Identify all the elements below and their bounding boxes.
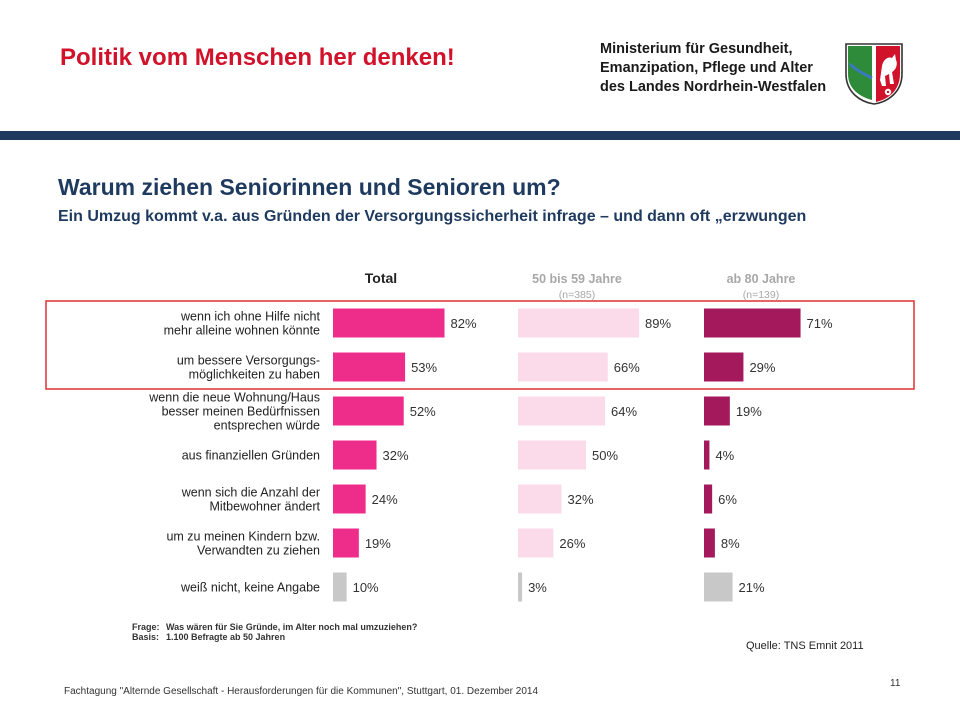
bar-s0-r1 <box>333 352 406 382</box>
bar-s0-r4 <box>333 484 366 514</box>
value-label-s2-r2: 19% <box>736 404 762 419</box>
bar-s2-r6 <box>704 572 733 602</box>
source-note: Quelle: TNS Emnit 2011 <box>746 640 864 652</box>
series-header-0: Total <box>365 270 397 286</box>
bar-s1-r0 <box>518 308 640 338</box>
event-footer: Fachtagung "Alternde Gesellschaft - Hera… <box>64 686 539 697</box>
note-label-1: Basis: <box>132 632 159 642</box>
bar-s0-r5 <box>333 528 359 558</box>
value-label-s0-r6: 10% <box>353 580 379 595</box>
bar-s0-r0 <box>333 308 445 338</box>
bar-s1-r3 <box>518 440 586 470</box>
category-label-1: um bessere Versorgungs-möglichkeiten zu … <box>177 354 320 382</box>
bar-s2-r5 <box>704 528 715 558</box>
category-label-6: weiß nicht, keine Angabe <box>180 581 320 595</box>
bar-s2-r2 <box>704 396 730 426</box>
value-label-s0-r3: 32% <box>383 448 409 463</box>
value-label-s1-r4: 32% <box>568 492 594 507</box>
value-label-s2-r0: 71% <box>807 316 833 331</box>
value-label-s1-r3: 50% <box>592 448 618 463</box>
value-label-s1-r2: 64% <box>611 404 637 419</box>
ministry-line-1: Ministerium für Gesundheit, <box>600 41 793 57</box>
category-label-0: wenn ich ohne Hilfe nicht mehr alleine wo… <box>164 310 321 338</box>
value-label-s2-r1: 29% <box>749 360 775 375</box>
value-label-s1-r6: 3% <box>528 580 547 595</box>
slogan: Politik vom Menschen her denken! <box>60 44 455 71</box>
value-label-s2-r5: 8% <box>721 536 740 551</box>
nrw-coat-of-arms-icon <box>845 43 903 105</box>
category-label-3: aus finanziellen Gründen <box>182 449 320 463</box>
value-label-s2-r3: 4% <box>715 448 734 463</box>
series-header-2: ab 80 Jahre <box>727 272 796 286</box>
ministry-name: Ministerium für Gesundheit, Emanzipation… <box>600 40 826 97</box>
value-label-s2-r4: 6% <box>718 492 737 507</box>
category-label-4: wenn sich die Anzahl der Mitbewohner ände… <box>181 486 321 514</box>
page-number: 11 <box>890 678 901 689</box>
ministry-line-2: Emanzipation, Pflege und Alter <box>600 60 813 76</box>
series-sample-2: (n=139) <box>743 289 779 301</box>
value-label-s1-r5: 26% <box>559 536 585 551</box>
ministry-line-3: des Landes Nordrhein-Westfalen <box>600 79 827 95</box>
bar-s0-r2 <box>333 396 404 426</box>
bar-s1-r1 <box>518 352 608 382</box>
bar-s1-r4 <box>518 484 562 514</box>
bar-s2-r1 <box>704 352 744 382</box>
value-label-s0-r4: 24% <box>372 492 398 507</box>
value-label-s2-r6: 21% <box>739 580 765 595</box>
value-label-s0-r1: 53% <box>411 360 437 375</box>
header-divider-bar <box>0 131 960 140</box>
value-label-s0-r2: 52% <box>410 404 436 419</box>
bar-s0-r3 <box>333 440 377 470</box>
bar-s2-r0 <box>704 308 801 338</box>
slide-title: Warum ziehen Seniorinnen und Senioren um… <box>58 174 561 200</box>
value-label-s1-r0: 89% <box>645 316 671 331</box>
highlight-box <box>45 300 915 390</box>
bar-s2-r3 <box>704 440 710 470</box>
note-text-0: Was wären für Sie Gründe, im Alter noch … <box>166 622 417 632</box>
value-label-s0-r0: 82% <box>451 316 477 331</box>
note-text-1: 1.100 Befragte ab 50 Jahren <box>166 632 285 642</box>
note-label-0: Frage: <box>132 622 160 632</box>
value-label-s1-r1: 66% <box>614 360 640 375</box>
bar-s1-r5 <box>518 528 554 558</box>
bar-s0-r6 <box>333 572 347 602</box>
category-label-2: wenn die neue Wohnung/Haus besser meinen … <box>148 391 320 433</box>
category-label-5: um zu meinen Kindern bzw. Verwandten zu z… <box>166 530 320 558</box>
bar-s2-r4 <box>704 484 713 514</box>
series-header-1: 50 bis 59 Jahre <box>532 272 622 286</box>
bar-s1-r6 <box>518 572 523 602</box>
bar-s1-r2 <box>518 396 606 426</box>
value-label-s0-r5: 19% <box>365 536 391 551</box>
series-sample-1: (n=385) <box>559 289 595 301</box>
slide-subtitle: Ein Umzug kommt v.a. aus Gründen der Ver… <box>58 208 807 225</box>
